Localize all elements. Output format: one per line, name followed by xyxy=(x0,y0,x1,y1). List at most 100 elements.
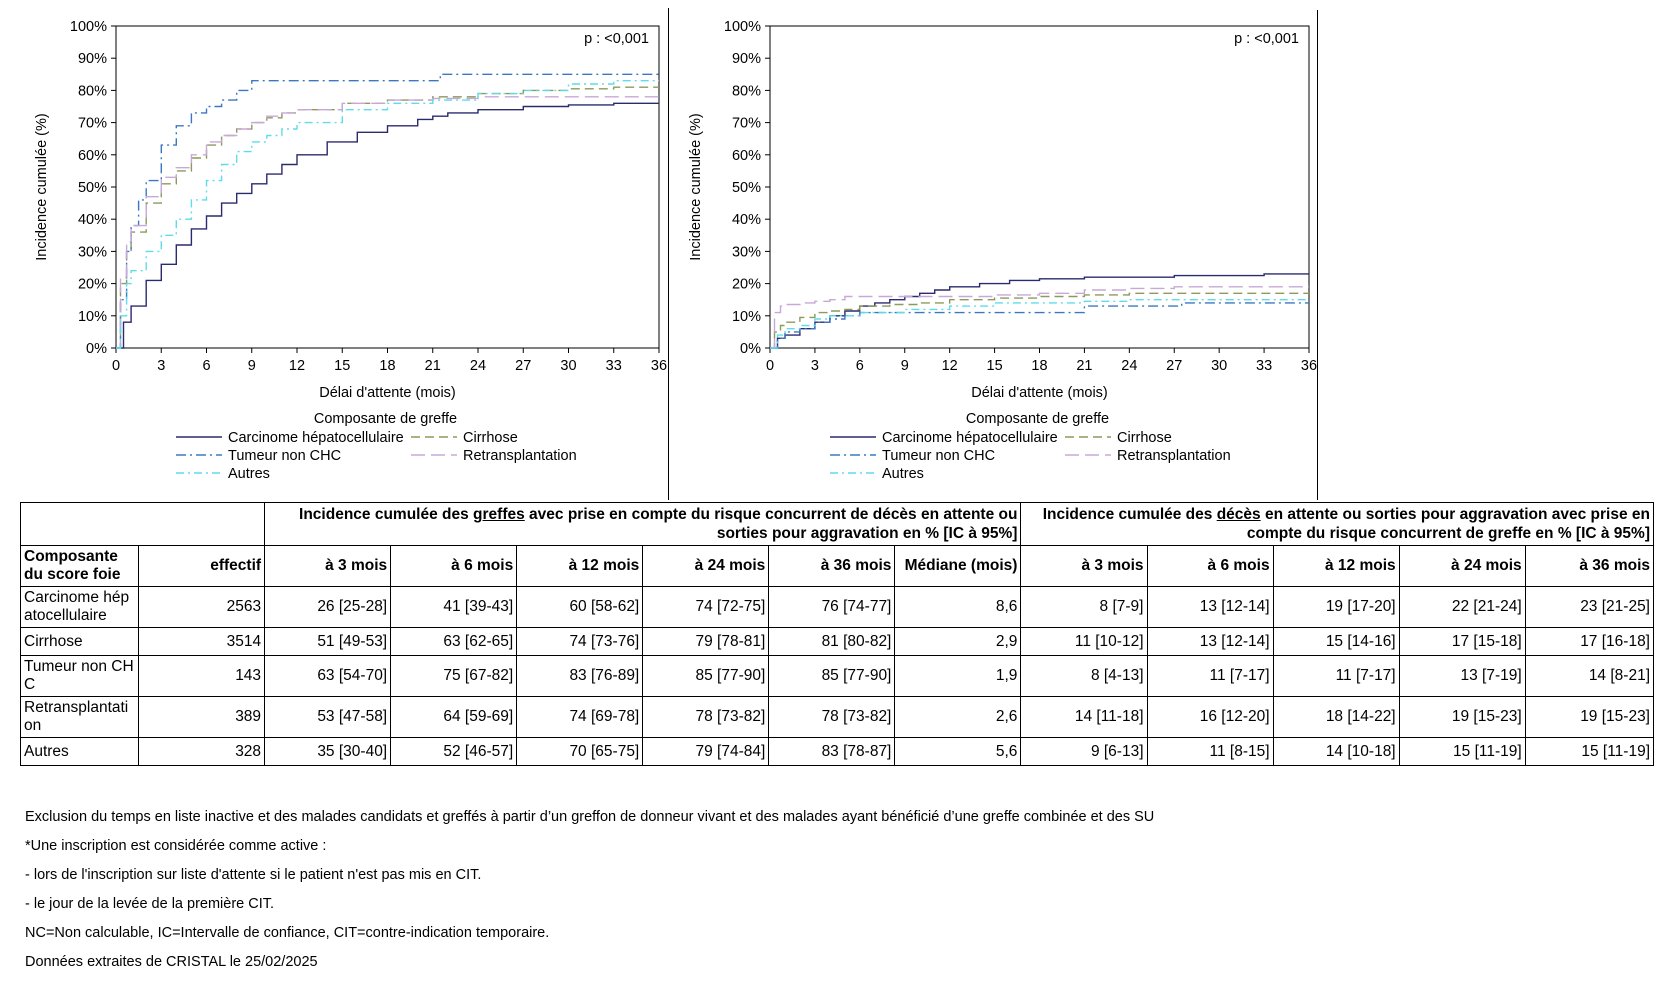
x-tick-label: 6 xyxy=(202,358,210,374)
y-tick-label: 0% xyxy=(740,341,761,357)
cell-effectif: 143 xyxy=(137,655,266,697)
col-header-effectif: effectif xyxy=(137,545,266,587)
legend-label: Autres xyxy=(228,466,270,482)
cell-greffes: 74 [69-78] xyxy=(516,696,644,738)
y-tick-label: 100% xyxy=(70,19,107,35)
y-tick-label: 100% xyxy=(724,19,761,35)
cell-deces: 11 [7-17] xyxy=(1146,655,1274,697)
cell-greffes: 83 [78-87] xyxy=(768,737,896,766)
legend: Composante de greffe Carcinome hépatocell… xyxy=(830,411,1231,482)
series-line-tumeur-non-chc xyxy=(116,73,659,349)
legend-label: Autres xyxy=(882,466,924,482)
cell-greffes: 85 [77-90] xyxy=(768,655,896,697)
col-header-deces-12m: à 12 mois xyxy=(1272,545,1400,587)
col-header-median: Médiane (mois) xyxy=(894,545,1022,587)
cell-deces: 18 [14-22] xyxy=(1272,696,1400,738)
footnote-active-case-1: - lors de l'inscription sur liste d'atte… xyxy=(25,867,482,883)
x-tick-label: 27 xyxy=(515,358,531,374)
cell-effectif: 2563 xyxy=(137,586,266,628)
legend-label: Carcinome hépatocellulaire xyxy=(882,430,1058,446)
table-body: Carcinome hépatocellulaire 2563 26 [25-28]… xyxy=(20,586,1655,766)
x-tick-label: 36 xyxy=(1301,358,1317,374)
x-tick-label: 0 xyxy=(766,358,774,374)
legend-label: Retransplantation xyxy=(463,448,577,464)
p-value-label: p : <0,001 xyxy=(1234,31,1299,47)
x-tick-label: 24 xyxy=(1121,358,1137,374)
col-header-deces-24m: à 24 mois xyxy=(1398,545,1526,587)
chart-right-border xyxy=(1317,10,1318,500)
row-label: Retransplantation xyxy=(20,696,139,738)
cell-greffes: 8,6 xyxy=(894,586,1022,628)
y-tick-label: 50% xyxy=(78,180,107,196)
group-greffes-pre: Incidence cumulée des xyxy=(299,506,474,523)
cell-greffes: 78 [73-82] xyxy=(642,696,770,738)
col-header-deces-3m: à 3 mois xyxy=(1020,545,1148,587)
row-label: Tumeur non CHC xyxy=(20,655,139,697)
footnote-data-source: Données extraites de CRISTAL le 25/02/20… xyxy=(25,954,318,970)
cell-deces: 13 [12-14] xyxy=(1146,586,1274,628)
x-tick-label: 9 xyxy=(901,358,909,374)
cell-greffes: 74 [73-76] xyxy=(516,627,644,656)
legend: Composante de greffe Carcinome hépatocell… xyxy=(176,411,577,482)
series-line-carcinome-h-patocellulaire xyxy=(116,102,659,349)
y-tick-label: 10% xyxy=(732,309,761,325)
cell-deces: 19 [15-23] xyxy=(1398,696,1526,738)
x-tick-label: 15 xyxy=(334,358,350,374)
y-tick-label: 20% xyxy=(732,277,761,293)
footnote-abbreviations: NC=Non calculable, IC=Intervalle de conf… xyxy=(25,925,550,941)
cell-deces: 13 [7-19] xyxy=(1398,655,1526,697)
cell-effectif: 3514 xyxy=(137,627,266,656)
x-tick-label: 15 xyxy=(987,358,1003,374)
cell-deces: 11 [7-17] xyxy=(1272,655,1400,697)
legend-label: Cirrhose xyxy=(463,430,518,446)
cell-deces: 23 [21-25] xyxy=(1524,586,1655,628)
y-tick-label: 60% xyxy=(78,148,107,164)
col-header-greffes-3m: à 3 mois xyxy=(264,545,392,587)
y-tick-label: 80% xyxy=(78,83,107,99)
cumulative-incidence-charts: 0%10%20%30%40%50%60%70%80%90%100%0 3 6 9 12 1… xyxy=(34,19,1317,482)
footnote-exclusion: Exclusion du temps en liste inactive et … xyxy=(25,809,1155,825)
cell-greffes: 70 [65-75] xyxy=(516,737,644,766)
cell-greffes: 76 [74-77] xyxy=(768,586,896,628)
series-line-carcinome-h-patocellulaire xyxy=(770,273,1309,349)
cell-greffes: 2,9 xyxy=(894,627,1022,656)
table-row-autres: Autres 328 35 [30-40] 52 [46-57] 70 [65-75] 7… xyxy=(20,737,1655,766)
cell-greffes: 78 [73-82] xyxy=(768,696,896,738)
y-tick-label: 10% xyxy=(78,309,107,325)
y-tick-label: 30% xyxy=(78,244,107,260)
cell-deces: 15 [11-19] xyxy=(1524,737,1655,766)
cell-greffes: 75 [67-82] xyxy=(390,655,518,697)
series-line-tumeur-non-chc xyxy=(770,302,1309,349)
x-tick-label: 3 xyxy=(811,358,819,374)
cell-greffes: 64 [59-69] xyxy=(390,696,518,738)
x-tick-label: 30 xyxy=(1211,358,1227,374)
cell-deces: 11 [10-12] xyxy=(1020,627,1148,656)
col-header-greffes-12m: à 12 mois xyxy=(516,545,644,587)
x-axis-label: Délai d'attente (mois) xyxy=(971,385,1108,401)
series-line-retransplantation xyxy=(770,286,1309,349)
x-tick-label: 21 xyxy=(425,358,441,374)
series-line-autres xyxy=(116,80,659,349)
charts-panel: 0% 10% 20% 30% 40% 50% 60% 70% 80% 90% 100% 0 3 6 9 12 1… xyxy=(34,8,1318,500)
x-tick-label: 3 xyxy=(157,358,165,374)
y-tick-label: 80% xyxy=(732,83,761,99)
cell-greffes: 74 [72-75] xyxy=(642,586,770,628)
results-table: Incidence cumulée des greffes avec prise… xyxy=(19,502,1655,766)
x-tick-label: 12 xyxy=(289,358,305,374)
chart-divider xyxy=(668,8,669,500)
table-row-tumeur-non-chc: Tumeur non CHC 143 63 [54-70] 75 [67-82] 83 … xyxy=(20,655,1655,697)
cell-greffes: 63 [62-65] xyxy=(390,627,518,656)
cell-deces: 11 [8-15] xyxy=(1146,737,1274,766)
x-tick-label: 27 xyxy=(1166,358,1182,374)
x-tick-label: 9 xyxy=(248,358,256,374)
cell-greffes: 79 [78-81] xyxy=(642,627,770,656)
cell-greffes: 83 [76-89] xyxy=(516,655,644,697)
p-value-label: p : <0,001 xyxy=(584,31,649,47)
cell-greffes: 41 [39-43] xyxy=(390,586,518,628)
col-header-deces-36m: à 36 mois xyxy=(1524,545,1655,587)
legend-label: Cirrhose xyxy=(1117,430,1172,446)
footnote-active-definition: *Une inscription est considérée comme ac… xyxy=(25,838,327,854)
y-tick-label: 0% xyxy=(86,341,107,357)
y-tick-label: 60% xyxy=(732,148,761,164)
cell-deces: 14 [10-18] xyxy=(1272,737,1400,766)
